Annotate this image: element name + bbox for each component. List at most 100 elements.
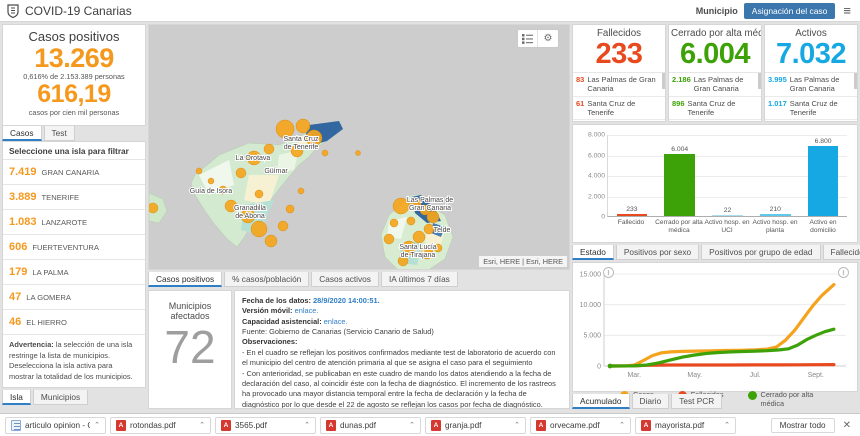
chevron-up-icon[interactable]: ⌃ (619, 422, 625, 429)
tab-positivos-por-sexo[interactable]: Positivos por sexo (615, 245, 700, 260)
island-list: 7.419 GRAN CANARIA 3.889 TENERIFE 1.083 LANZA… (3, 160, 145, 335)
obs-title: Observaciones: (242, 337, 298, 347)
chevron-up-icon[interactable]: ⌃ (199, 422, 205, 429)
svg-text:15.000: 15.000 (580, 271, 602, 278)
island-name: EL HIERRO (26, 317, 67, 327)
tab-casos-activos[interactable]: Casos activos (311, 272, 379, 287)
chevron-up-icon[interactable]: ⌃ (304, 422, 310, 429)
tab-test[interactable]: Test (43, 126, 75, 141)
tab-test-pcr[interactable]: Test PCR (671, 394, 723, 409)
island-name: LA GOMERA (26, 292, 71, 302)
map-label-telde: Telde (434, 227, 451, 234)
island-municipio-tabs: Isla Municipios (2, 390, 90, 405)
bar-activo-hosp-en-planta[interactable]: 210 (751, 206, 799, 216)
capacity-link[interactable]: enlace. (323, 316, 348, 326)
svg-text:Mar.: Mar. (627, 372, 641, 379)
tab-fallecidos-por-edad-y-sexo[interactable]: Fallecidos por edad y sexo (822, 245, 860, 260)
chevron-up-icon[interactable]: ⌃ (724, 422, 730, 429)
island-count: 7.419 (9, 166, 37, 178)
line-series-cerrado-por-alta-medica (608, 327, 836, 368)
observations-list: - En el cuadro se reflejan los positivos… (242, 348, 562, 408)
range-handle-right[interactable]: ∥ (838, 267, 849, 278)
browser-downloads-bar: articulo opinion - Cl...odt⌃Arotondas.pd… (0, 413, 860, 436)
tab-municipios[interactable]: Municipios (32, 390, 89, 405)
tab-isla[interactable]: Isla (2, 390, 31, 405)
chevron-up-icon[interactable]: ⌃ (514, 422, 520, 429)
map-attribution: Esri, HERE | Esri, HERE (479, 256, 567, 267)
bar-fallecido[interactable]: 233 (608, 206, 656, 216)
line-chart[interactable]: 15.000 10.000 5.000 0 Mar. May. Jul. Sept. (578, 266, 852, 384)
map-panel[interactable]: Santa Cruz de Tenerife La Orotava Güímar Guí… (148, 24, 570, 270)
scrollbar-thumb[interactable] (758, 72, 761, 89)
scrollbar-thumb[interactable] (854, 72, 857, 89)
assign-case-button[interactable]: Asignación del caso (743, 2, 836, 19)
pdf-icon: A (221, 419, 231, 431)
mobile-link[interactable]: enlace. (294, 306, 319, 316)
range-handle-left[interactable]: ∥ (603, 267, 614, 278)
island-row-tenerife[interactable]: 3.889 TENERIFE (3, 185, 145, 210)
stat-row[interactable]: 2.186 Las Palmas de Gran Canaria (669, 73, 761, 97)
canary-islands-map[interactable]: Santa Cruz de Tenerife La Orotava Güímar Guí… (149, 25, 570, 270)
legend-icon[interactable] (518, 30, 538, 47)
map-label-santa-lucia-de-tirajana: Santa Lucía de Tirajana (399, 244, 436, 259)
bar-activo-en-domicilio[interactable]: 6.800 (799, 138, 847, 216)
tab-casos-positivos[interactable]: Casos positivos (148, 272, 223, 287)
island-row-lanzarote[interactable]: 1.083 LANZAROTE (3, 210, 145, 235)
basemap-settings-icon[interactable]: ⚙ (543, 33, 553, 44)
bar-category-label: Activo hosp. en planta (752, 219, 798, 234)
show-all-downloads-button[interactable]: Mostrar todo (770, 417, 835, 433)
bar-gridline (608, 155, 847, 157)
map-label-guia-de-isora: Guía de Isora (190, 188, 233, 195)
stat-row[interactable]: 896 Santa Cruz de Tenerife (669, 97, 761, 121)
island-row-la-palma[interactable]: 179 LA PALMA (3, 260, 145, 285)
bar-chart-plot[interactable]: 8.000 6.000 4.000 2.000 0 233 6.004 22 210 6.800 (588, 132, 847, 221)
capacity-label: Capacidad asistencial: (242, 316, 322, 326)
stat-row[interactable]: 83 Las Palmas de Gran Canaria (573, 73, 665, 97)
positive-cases-title: Casos positivos (28, 29, 120, 44)
stat-card-list: 2.186 Las Palmas de Gran Canaria 896 Santa … (669, 71, 761, 121)
stat-row[interactable]: 3.995 Las Palmas de Gran Canaria (765, 73, 857, 97)
affected-value: 72 (164, 321, 216, 373)
island-row-gran-canaria[interactable]: 7.419 GRAN CANARIA (3, 160, 145, 185)
bar-value-label: 6.004 (671, 146, 689, 154)
bar-activo-hosp-en-uci[interactable]: 22 (704, 207, 752, 216)
tab-acumulado[interactable]: Acumulado (572, 394, 630, 409)
bar-ytick: 0 (601, 213, 605, 221)
stat-card-fallecidos: Fallecidos 233 83 Las Palmas de Gran Canari… (572, 24, 666, 122)
stat-row[interactable]: 61 Santa Cruz de Tenerife (573, 97, 665, 121)
tab-diario[interactable]: Diario (631, 394, 670, 409)
island-list-panel: Seleccione una isla para filtrar 7.419 GR… (2, 141, 146, 388)
tab-positivos-por-grupo-de-edad[interactable]: Positivos por grupo de edad (701, 245, 821, 260)
map-tabs: Casos positivos% casos/población Casos ac… (148, 272, 460, 287)
rate-subtitle: casos por cien mil personas (28, 107, 120, 117)
stat-card-list: 83 Las Palmas de Gran Canaria 61 Santa Cruz… (573, 71, 665, 121)
chevron-up-icon[interactable]: ⌃ (94, 422, 100, 429)
stat-row[interactable]: 1.017 Santa Cruz de Tenerife (765, 97, 857, 121)
island-row-el-hierro[interactable]: 46 EL HIERRO (3, 310, 145, 335)
stat-row-value: 1.017 (768, 98, 787, 108)
hamburger-menu-icon[interactable]: ≡ (843, 3, 851, 18)
close-downloads-icon[interactable]: ✕ (842, 419, 851, 431)
island-row-la-gomera[interactable]: 47 LA GOMERA (3, 285, 145, 310)
tab-ia-ultimos-7-dias[interactable]: IA últimos 7 días (380, 272, 458, 287)
island-row-fuerteventura[interactable]: 606 FUERTEVENTURA (3, 235, 145, 260)
bar-ytick: 6.000 (587, 152, 605, 159)
tab-estado[interactable]: Estado (572, 245, 614, 260)
stat-row[interactable]: 817Arrecife (669, 120, 761, 121)
chevron-up-icon[interactable]: ⌃ (409, 422, 415, 429)
cases-test-tabs: Casos Test (2, 126, 77, 141)
tab-casos[interactable]: Casos (2, 126, 42, 141)
download-item[interactable]: A 3565.pdf ⌃ (215, 416, 316, 434)
legend-item-cerrado-por-alta-medica[interactable]: Cerrado por alta médica (747, 390, 819, 408)
scrollbar-thumb[interactable] (662, 72, 665, 89)
download-item[interactable]: articulo opinion - Cl...odt ⌃ (5, 416, 106, 434)
stat-row[interactable]: 59La Laguna (573, 120, 665, 121)
stat-row-label: Santa Cruz de Tenerife (789, 98, 838, 118)
tab-casos-poblacion[interactable]: % casos/población (224, 272, 310, 287)
bar-cerrado-por-alta-medica[interactable]: 6.004 (656, 146, 704, 216)
